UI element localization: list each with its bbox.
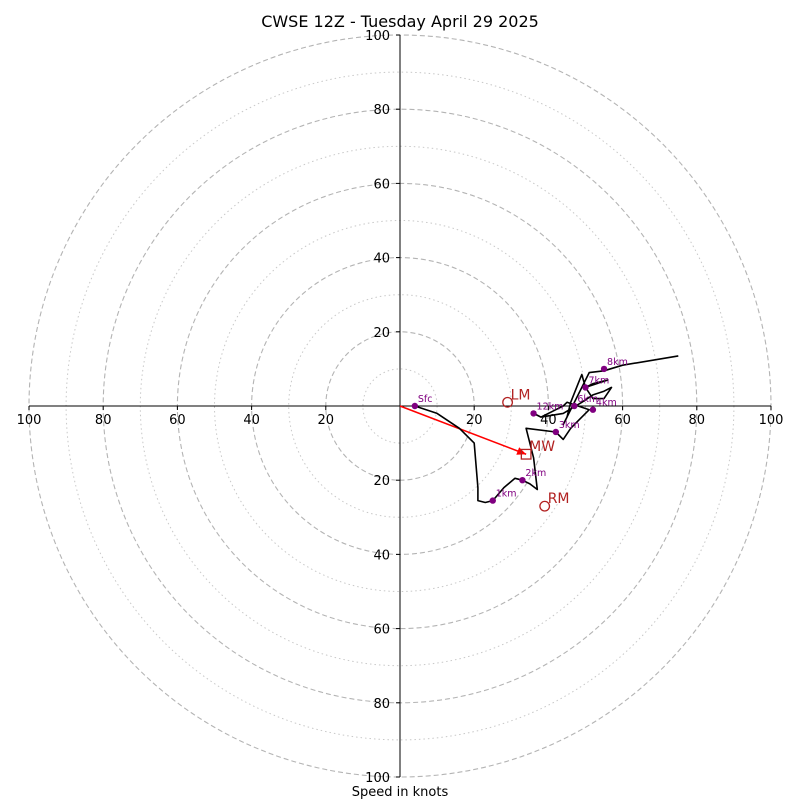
height-label-8km: 8km (607, 357, 628, 368)
x-tick-label: 80 (689, 413, 706, 428)
mean-wind-marker (520, 448, 532, 460)
height-label-sfc: Sfc (418, 394, 433, 405)
right-mover-label: RM (548, 491, 570, 507)
left-mover-label: LM (511, 387, 531, 403)
x-tick-label: 60 (614, 413, 631, 428)
x-tick-label: 100 (759, 413, 784, 428)
y-tick-label: 60 (373, 623, 390, 638)
hodograph-trace (414, 355, 679, 504)
x-tick-label: 60 (169, 413, 186, 428)
y-tick-label: 80 (373, 103, 390, 118)
chart-title: CWSE 12Z - Tuesday April 29 2025 (261, 12, 539, 31)
tick-labels: 100 80 60 40 20 20 40 60 80 100204060801002040608… (17, 29, 784, 786)
height-marker-sfc (411, 402, 419, 410)
x-tick-label: 40 (243, 413, 260, 428)
height-label-4km: 4km (596, 398, 617, 409)
height-marker-1km (489, 497, 496, 504)
x-axis-label: Speed in knots (352, 785, 449, 800)
height-label-3km: 3km (559, 420, 580, 431)
height-marker-7km (582, 384, 589, 391)
mean-wind-vector (399, 405, 527, 455)
height-label-2km: 2km (525, 468, 546, 479)
storm-motion-markers: LM RM MW (502, 387, 570, 512)
y-tick-label: 100 (365, 29, 390, 44)
height-marker-2km (519, 477, 526, 484)
hodograph-trace-group (399, 355, 679, 504)
right-mover-marker (539, 500, 551, 512)
height-label-7km: 7km (589, 375, 610, 386)
left-mover-marker (502, 396, 514, 408)
x-tick-label: 20 (318, 413, 335, 428)
height-marker-12km (530, 410, 537, 417)
height-marker-4km (589, 406, 597, 413)
x-tick-label: 100 (17, 413, 42, 428)
height-label-1km: 1km (496, 489, 517, 500)
y-tick-label: 60 (373, 177, 390, 192)
y-tick-label: 20 (373, 474, 390, 489)
y-tick-label: 100 (365, 771, 390, 786)
height-marker-8km (600, 365, 608, 373)
height-label-12km: 12km (537, 401, 564, 412)
x-tick-label: 20 (466, 413, 483, 428)
height-marker-3km (552, 428, 560, 436)
y-tick-label: 40 (373, 252, 390, 267)
height-marker-6km (571, 402, 578, 410)
y-tick-label: 80 (373, 697, 390, 712)
height-label-6km: 6km (577, 394, 598, 405)
y-tick-label: 40 (373, 548, 390, 563)
mean-wind-label: MW (529, 439, 555, 455)
y-tick-label: 20 (373, 326, 390, 341)
x-tick-label: 80 (95, 413, 112, 428)
